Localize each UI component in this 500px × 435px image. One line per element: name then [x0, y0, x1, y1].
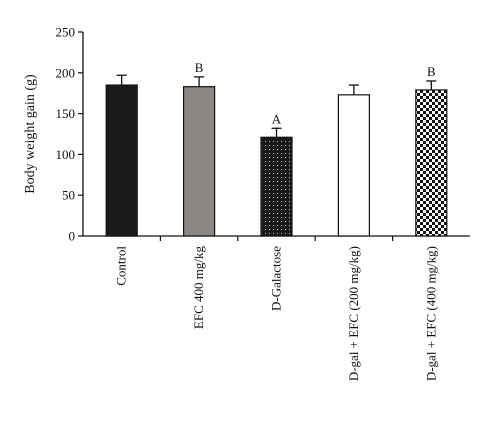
category-label: D-Galactose [269, 246, 284, 311]
y-axis-title: Body weight gain (g) [23, 74, 38, 194]
y-tick-label: 0 [69, 229, 76, 244]
y-tick-label: 50 [62, 188, 75, 203]
category-label: EFC 400 mg/kg [191, 246, 206, 330]
labels: Control B EFC 400 mg/kg A D-Galactose D-gal +… [114, 60, 439, 381]
bar [415, 89, 448, 237]
y-tick-label: 250 [56, 25, 76, 40]
significance-label: A [272, 111, 282, 126]
category-label: D-gal + EFC (200 mg/kg) [346, 246, 361, 381]
y-tick-label: 200 [56, 65, 76, 80]
bars [105, 74, 448, 237]
bar [105, 84, 138, 237]
bar [260, 136, 293, 237]
y-tick-label: 100 [56, 147, 76, 162]
category-label: Control [114, 246, 129, 286]
significance-label: B [195, 60, 204, 75]
bar [183, 86, 216, 237]
y-tick-label: 150 [56, 106, 76, 121]
significance-label: B [427, 64, 436, 79]
bar [337, 94, 370, 237]
axes: 0 50 100 150 200 250 [56, 25, 470, 244]
category-label: D-gal + EFC (400 mg/kg) [423, 246, 438, 381]
